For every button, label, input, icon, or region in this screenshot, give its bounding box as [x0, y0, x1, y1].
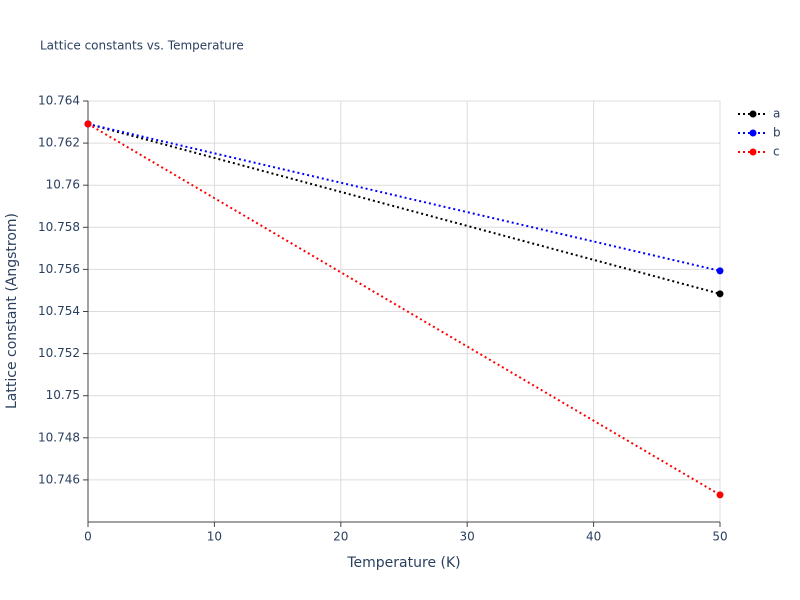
y-tick-label: 10.754 [38, 304, 80, 318]
y-tick-label: 10.75 [46, 388, 80, 402]
legend-label: b [773, 126, 781, 140]
legend-marker [749, 129, 757, 137]
legend-label: c [773, 145, 780, 159]
x-tick-label: 20 [333, 530, 348, 544]
x-tick-label: 40 [586, 530, 601, 544]
data-point [716, 290, 724, 298]
data-point [716, 267, 724, 275]
chart-title: Lattice constants vs. Temperature [40, 39, 244, 53]
y-tick-label: 10.758 [38, 220, 80, 234]
data-point [716, 491, 724, 499]
y-tick-label: 10.748 [38, 430, 80, 444]
y-tick-label: 10.746 [38, 472, 80, 486]
series-line [87, 122, 721, 295]
y-tick-label: 10.76 [46, 178, 80, 192]
x-tick-label: 50 [712, 530, 727, 544]
x-tick-label: 30 [460, 530, 475, 544]
data-point [84, 120, 92, 128]
series-line [87, 123, 721, 496]
y-tick-label: 10.752 [38, 346, 80, 360]
y-tick-label: 10.756 [38, 262, 80, 276]
x-tick-label: 0 [84, 530, 92, 544]
y-axis-label: Lattice constant (Angstrom) [4, 213, 20, 409]
y-tick-label: 10.764 [38, 94, 80, 108]
x-axis-label: Temperature (K) [346, 555, 460, 571]
y-tick-label: 10.762 [38, 136, 80, 150]
x-tick-label: 10 [207, 530, 222, 544]
legend-marker [749, 110, 757, 118]
series-line [87, 122, 721, 272]
legend-label: a [773, 107, 780, 121]
legend-marker [749, 148, 757, 156]
